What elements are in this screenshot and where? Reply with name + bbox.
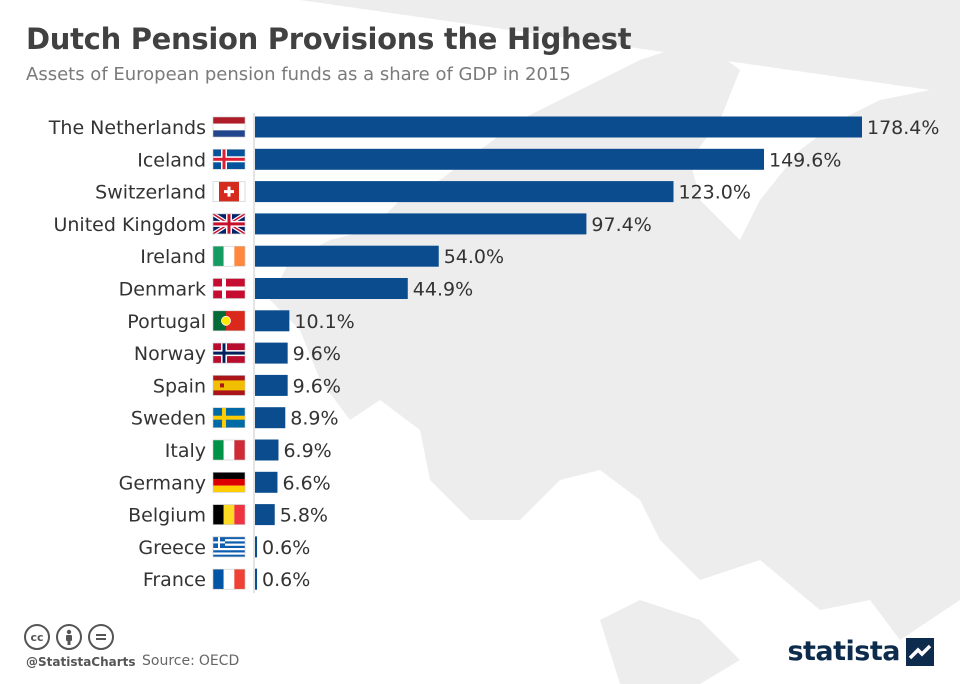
bar-row: Norway 9.6% [134, 342, 341, 365]
category-label: France [143, 569, 206, 591]
value-label: 54.0% [444, 246, 504, 268]
twitter-handle: @StatistaCharts [26, 655, 136, 669]
bar [255, 439, 279, 461]
italy-flag-icon [212, 439, 246, 461]
value-label: 5.8% [280, 505, 328, 527]
value-label: 6.9% [283, 440, 331, 462]
bar [255, 342, 288, 364]
spain-flag-icon [212, 375, 246, 396]
value-label: 9.6% [293, 375, 341, 397]
chart-subtitle: Assets of European pension funds as a sh… [26, 64, 571, 85]
cc-icon: cc [24, 624, 50, 650]
value-label: 6.6% [282, 472, 330, 494]
bar [255, 181, 674, 203]
bar-row: France 0.6% [143, 568, 310, 591]
bar-row: Denmark 44.9% [119, 278, 473, 301]
bar [255, 148, 765, 170]
category-label: Switzerland [95, 182, 206, 204]
bar [255, 116, 862, 138]
value-label: 8.9% [290, 408, 338, 430]
bar [255, 374, 288, 396]
category-label: Belgium [128, 505, 206, 527]
category-label: Portugal [127, 311, 206, 333]
bar-row: Germany 6.6% [119, 471, 331, 494]
bar-row: Spain 9.6% [153, 374, 341, 397]
bar-row: United Kingdom 97.4% [53, 212, 652, 236]
value-label: 178.4% [867, 117, 939, 139]
sweden-flag-icon [212, 407, 246, 429]
bar-row: Switzerland 123.0% [95, 181, 751, 204]
license-icons: cc [24, 624, 114, 650]
bar [255, 245, 439, 267]
value-label: 0.6% [262, 537, 310, 559]
value-label: 9.6% [293, 343, 341, 365]
bar [255, 213, 587, 235]
category-label: Ireland [140, 246, 206, 268]
bar [255, 504, 275, 526]
value-label: 149.6% [769, 149, 841, 171]
bar [255, 310, 290, 332]
category-label: Norway [134, 343, 206, 365]
bar-row: Sweden 8.9% [131, 407, 339, 430]
source-value: OECD [198, 653, 240, 669]
greece-flag-icon [212, 536, 246, 558]
value-label: 0.6% [262, 569, 310, 591]
iceland-flag-icon [212, 149, 246, 170]
switzerland-flag-icon [212, 181, 246, 202]
portugal-flag-icon [212, 310, 246, 332]
by-icon [56, 624, 82, 650]
statista-logo[interactable]: statista [787, 636, 934, 667]
source-line: Source: OECD [142, 653, 239, 669]
belgium-flag-icon [212, 504, 246, 525]
value-label: 123.0% [679, 182, 751, 204]
category-label: Germany [119, 472, 206, 494]
bar-row: Ireland 54.0% [140, 245, 504, 268]
category-label: United Kingdom [53, 214, 206, 236]
bar [255, 407, 286, 429]
value-label: 44.9% [413, 279, 473, 301]
category-label: Greece [138, 537, 206, 559]
statista-logo-text: statista [787, 636, 900, 667]
category-label: Iceland [137, 149, 206, 171]
statista-mark-icon [906, 637, 934, 666]
bar [255, 568, 258, 590]
category-label: Denmark [119, 279, 206, 301]
bar-row: Italy 6.9% [165, 439, 332, 462]
bar [255, 471, 278, 493]
bar-row: The Netherlands 178.4% [48, 116, 939, 139]
bar [255, 536, 258, 558]
norway-flag-icon [212, 342, 246, 364]
germany-flag-icon [212, 471, 246, 493]
nd-icon [88, 624, 114, 650]
category-label: Italy [165, 440, 206, 462]
ireland-flag-icon [212, 245, 246, 267]
denmark-flag-icon [212, 278, 246, 299]
bar-row: Greece 0.6% [138, 536, 310, 559]
value-label: 10.1% [294, 311, 354, 333]
value-label: 97.4% [591, 214, 651, 236]
france-flag-icon [212, 568, 246, 590]
chart-title: Dutch Pension Provisions the Highest [26, 22, 632, 56]
bar-row: Portugal 10.1% [127, 310, 355, 333]
netherlands-flag-icon [212, 116, 246, 138]
category-label: Sweden [131, 408, 206, 430]
bar-row: Belgium 5.8% [128, 504, 328, 527]
bar-row: Iceland 149.6% [137, 148, 841, 171]
source-label: Source: [142, 653, 195, 669]
bar [255, 278, 408, 299]
united-kingdom-flag-icon [211, 212, 247, 236]
category-label: The Netherlands [48, 117, 206, 139]
category-label: Spain [153, 375, 206, 397]
